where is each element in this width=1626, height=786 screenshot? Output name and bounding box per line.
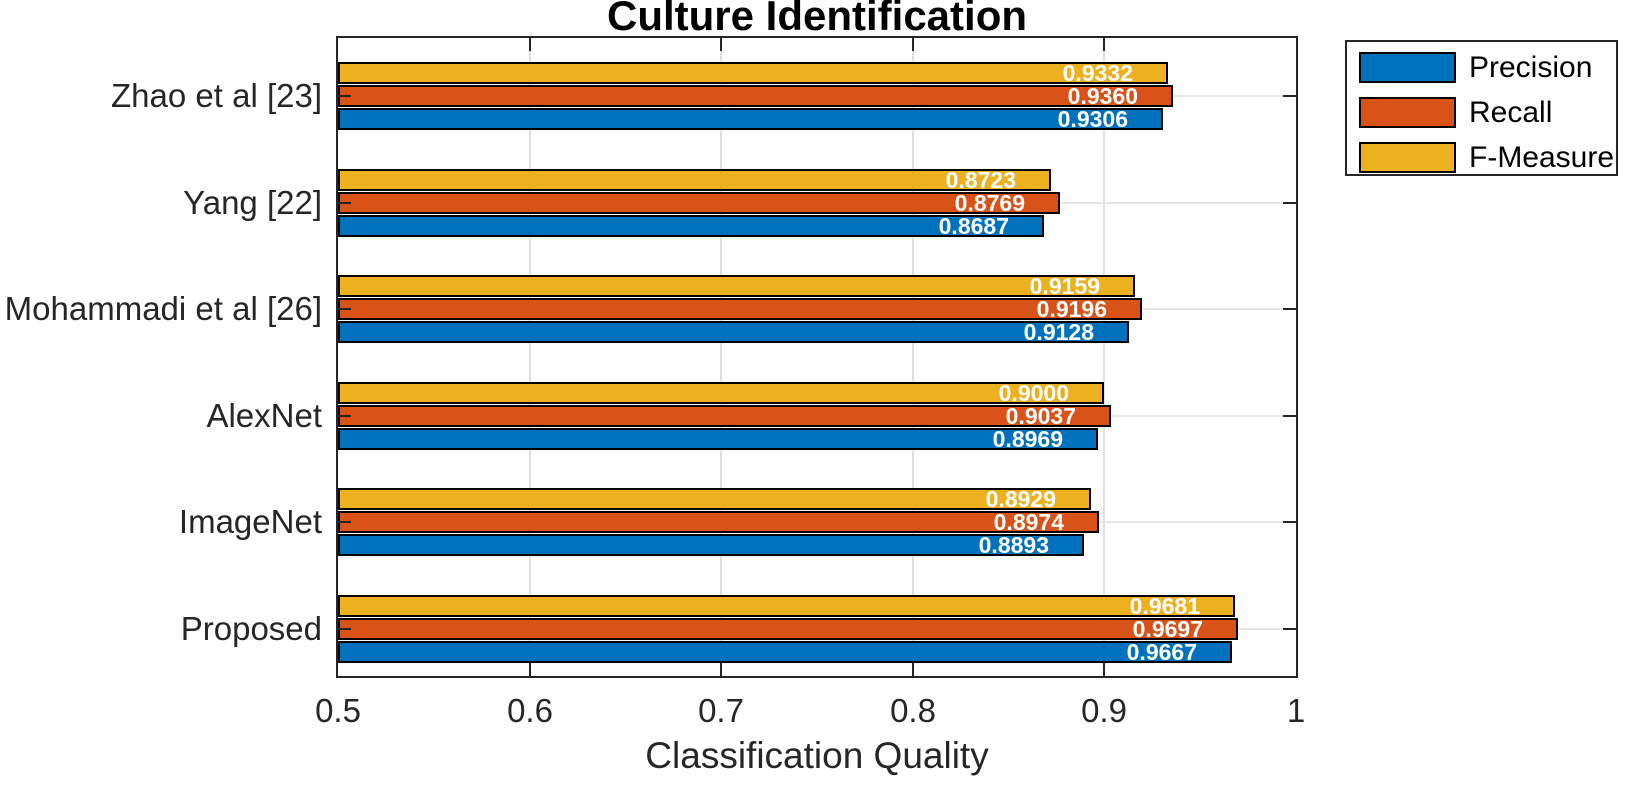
- bar-value-label: 0.8969: [992, 426, 1063, 452]
- bar-recall-2: 0.8769: [338, 190, 1060, 216]
- x-tick-mark: [1103, 38, 1105, 51]
- y-tick-mark: [1283, 415, 1296, 417]
- y-tick-mark: [1283, 95, 1296, 97]
- y-tick-mark: [338, 521, 351, 523]
- bar-recall-6: 0.9697: [338, 616, 1238, 642]
- x-axis-label: Classification Quality: [645, 735, 989, 776]
- bar-value-label: 0.9037: [1005, 403, 1076, 429]
- y-axis-label: ImageNet: [178, 503, 322, 540]
- y-tick-mark: [1283, 521, 1296, 523]
- legend: Precision Recall F-Measure: [1345, 40, 1618, 176]
- bar-value-label: 0.8893: [978, 532, 1049, 558]
- legend-label: Precision: [1469, 51, 1593, 84]
- bar-f-measure-4: 0.9000: [338, 380, 1104, 406]
- bar-value-label: 0.9196: [1036, 296, 1107, 322]
- x-axis-tick-label: 0.5: [315, 692, 361, 729]
- y-axis-label: Zhao et al [23]: [111, 77, 322, 114]
- y-tick-mark: [1283, 308, 1296, 310]
- bar-value-label: 0.8723: [945, 167, 1016, 193]
- legend-swatch-fmeasure: [1359, 142, 1456, 173]
- y-tick-mark: [1283, 202, 1296, 204]
- y-axis-label: Proposed: [180, 610, 322, 647]
- bar-value-label: 0.9000: [998, 380, 1069, 406]
- bar-recall-4: 0.9037: [338, 403, 1111, 429]
- bar-precision-1: 0.9306: [338, 106, 1163, 132]
- bar-recall-5: 0.8974: [338, 509, 1099, 535]
- x-axis-tick-label: 0.9: [1081, 692, 1127, 729]
- y-axis-label: Mohammadi et al [26]: [4, 290, 322, 327]
- plot-area: 0.9332 0.9360 0.9306 0.8723 0.8769 0.8687 0.91…: [336, 36, 1298, 678]
- x-axis-tick-label: 0.8: [890, 692, 936, 729]
- bar-recall-1: 0.9360: [338, 83, 1173, 109]
- x-tick-mark: [720, 663, 722, 676]
- bar-value-label: 0.8769: [954, 190, 1025, 216]
- gridline-vertical: [912, 38, 914, 676]
- bar-f-measure-2: 0.8723: [338, 167, 1051, 193]
- bar-value-label: 0.8687: [938, 213, 1009, 239]
- bar-value-label: 0.9681: [1129, 593, 1200, 619]
- legend-swatch-recall: [1359, 97, 1456, 128]
- y-tick-mark: [338, 628, 351, 630]
- bar-value-label: 0.9332: [1062, 60, 1133, 86]
- y-tick-mark: [338, 308, 351, 310]
- legend-item-fmeasure: F-Measure: [1347, 135, 1616, 180]
- bar-value-label: 0.9128: [1023, 319, 1094, 345]
- legend-label: F-Measure: [1469, 141, 1615, 174]
- x-tick-mark: [1103, 663, 1105, 676]
- gridline-vertical: [529, 38, 531, 676]
- bar-f-measure-6: 0.9681: [338, 593, 1235, 619]
- bar-precision-4: 0.8969: [338, 426, 1098, 452]
- bar-value-label: 0.9159: [1029, 273, 1100, 299]
- gridline-vertical: [720, 38, 722, 676]
- x-tick-mark: [912, 663, 914, 676]
- x-axis-tick-label: 0.7: [698, 692, 744, 729]
- bar-value-label: 0.9360: [1067, 83, 1138, 109]
- bar-precision-6: 0.9667: [338, 639, 1232, 665]
- x-tick-mark: [529, 38, 531, 51]
- gridline-vertical: [1103, 38, 1105, 676]
- x-axis-tick-label: 1: [1286, 692, 1306, 729]
- bar-value-label: 0.8974: [993, 509, 1064, 535]
- bar-precision-5: 0.8893: [338, 532, 1084, 558]
- x-tick-mark: [720, 38, 722, 51]
- bar-f-measure-1: 0.9332: [338, 60, 1168, 86]
- legend-item-recall: Recall: [1347, 90, 1616, 135]
- x-tick-mark: [912, 38, 914, 51]
- y-tick-mark: [1283, 628, 1296, 630]
- legend-item-precision: Precision: [1347, 45, 1616, 90]
- bar-recall-3: 0.9196: [338, 296, 1142, 322]
- bar-precision-3: 0.9128: [338, 319, 1129, 345]
- bar-precision-2: 0.8687: [338, 213, 1044, 239]
- legend-swatch-precision: [1359, 52, 1456, 83]
- legend-label: Recall: [1469, 96, 1553, 129]
- bar-f-measure-3: 0.9159: [338, 273, 1135, 299]
- bar-value-label: 0.8929: [985, 486, 1056, 512]
- bar-value-label: 0.9667: [1126, 639, 1197, 665]
- chart-title: Culture Identification: [607, 0, 1027, 39]
- bar-f-measure-5: 0.8929: [338, 486, 1091, 512]
- x-axis-tick-label: 0.6: [507, 692, 553, 729]
- y-tick-mark: [338, 202, 351, 204]
- plot-inner: 0.9332 0.9360 0.9306 0.8723 0.8769 0.8687 0.91…: [338, 38, 1296, 676]
- x-tick-mark: [529, 663, 531, 676]
- bar-value-label: 0.9306: [1057, 106, 1128, 132]
- y-tick-mark: [338, 415, 351, 417]
- bar-value-label: 0.9697: [1132, 616, 1203, 642]
- y-axis-label: Yang [22]: [183, 184, 322, 221]
- y-tick-mark: [338, 95, 351, 97]
- y-axis-label: AlexNet: [206, 397, 322, 434]
